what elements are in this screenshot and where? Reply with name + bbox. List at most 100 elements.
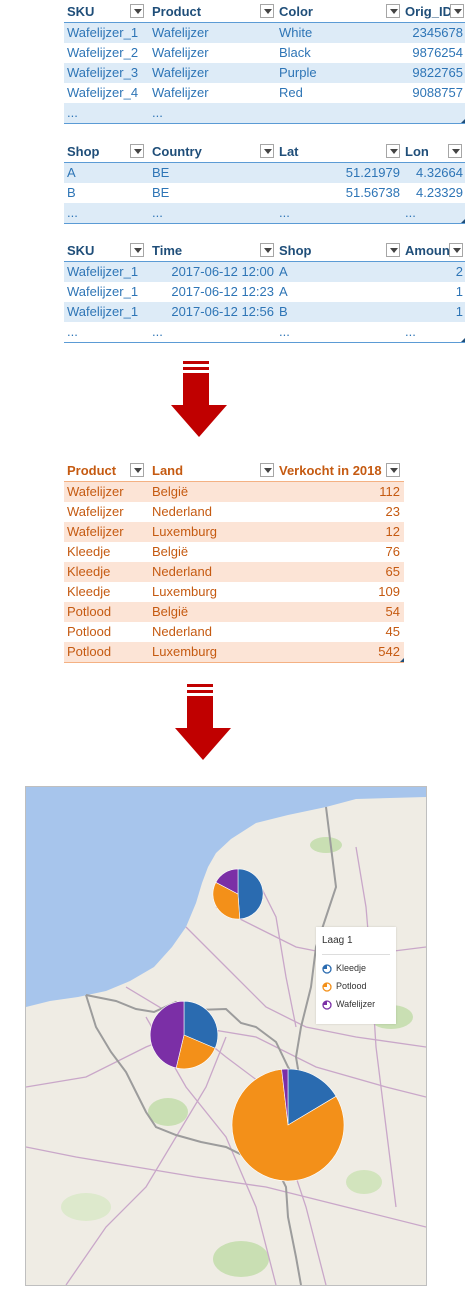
cell[interactable]: ...: [405, 205, 416, 220]
table-row[interactable]: Wafelijzer Nederland 23: [64, 502, 404, 522]
cell[interactable]: Purple: [279, 65, 317, 80]
cell[interactable]: 4.23329: [416, 185, 463, 200]
cell[interactable]: A: [279, 284, 288, 299]
cell[interactable]: 2345678: [412, 25, 463, 40]
cell[interactable]: BE: [152, 185, 170, 200]
cell[interactable]: Wafelijzer_4: [67, 85, 139, 100]
cell[interactable]: BE: [152, 165, 170, 180]
pie-luxemburg[interactable]: [231, 1068, 345, 1182]
cell[interactable]: A: [279, 264, 288, 279]
table-row[interactable]: Kleedje Nederland 65: [64, 562, 404, 582]
cell[interactable]: 76: [385, 544, 400, 559]
filter-dropdown-button[interactable]: [450, 4, 464, 18]
table-row[interactable]: Potlood België 54: [64, 602, 404, 622]
cell[interactable]: ...: [279, 205, 290, 220]
filter-dropdown-button[interactable]: [260, 144, 274, 158]
filter-dropdown-button[interactable]: [386, 463, 400, 477]
table-row[interactable]: ... ... ... ...: [64, 322, 465, 343]
cell[interactable]: ...: [152, 205, 163, 220]
cell[interactable]: 9088757: [412, 85, 463, 100]
map-visual[interactable]: Laag 1 Kleedje Potlood Wafelijzer: [25, 786, 427, 1286]
filter-dropdown-button[interactable]: [449, 243, 463, 257]
cell[interactable]: Luxemburg: [152, 644, 218, 659]
cell[interactable]: ...: [67, 205, 78, 220]
cell[interactable]: Wafelijzer: [152, 25, 209, 40]
legend-item-potlood[interactable]: Potlood: [322, 980, 367, 992]
table-resize-handle[interactable]: [461, 338, 465, 342]
cell[interactable]: Wafelijzer: [67, 484, 124, 499]
cell[interactable]: 1: [455, 284, 463, 299]
filter-dropdown-button[interactable]: [386, 144, 400, 158]
pie-slice-wafelijzer[interactable]: [215, 868, 239, 895]
cell[interactable]: Luxemburg: [152, 584, 218, 599]
pie-slice-potlood[interactable]: [175, 1034, 216, 1070]
cell[interactable]: 54: [385, 604, 400, 619]
cell[interactable]: 12: [385, 524, 400, 539]
cell[interactable]: 2017-06-12 12:23: [171, 284, 274, 299]
cell[interactable]: ...: [67, 105, 78, 120]
pie-slice-kleedje[interactable]: [287, 1068, 337, 1126]
filter-dropdown-button[interactable]: [260, 4, 274, 18]
cell[interactable]: Red: [279, 85, 303, 100]
cell[interactable]: Potlood: [67, 644, 112, 659]
cell[interactable]: B: [279, 304, 288, 319]
filter-dropdown-button[interactable]: [130, 243, 144, 257]
cell[interactable]: 51.56738: [345, 185, 400, 200]
cell[interactable]: Potlood: [67, 604, 112, 619]
legend-item-wafelijzer[interactable]: Wafelijzer: [322, 998, 375, 1010]
filter-dropdown-button[interactable]: [130, 144, 144, 158]
cell[interactable]: Wafelijzer: [67, 504, 124, 519]
cell[interactable]: Wafelijzer: [152, 45, 209, 60]
pie-slice-wafelijzer[interactable]: [281, 1068, 289, 1126]
table-row[interactable]: Wafelijzer_2 Wafelijzer Black 9876254: [64, 43, 465, 63]
cell[interactable]: Wafelijzer_1: [67, 264, 139, 279]
cell[interactable]: Wafelijzer: [152, 65, 209, 80]
cell[interactable]: Wafelijzer_2: [67, 45, 139, 60]
cell[interactable]: Kleedje: [67, 564, 111, 579]
cell[interactable]: Potlood: [67, 624, 112, 639]
table-row[interactable]: A BE 51.21979 4.32664: [64, 163, 465, 183]
filter-dropdown-button[interactable]: [130, 463, 144, 477]
filter-dropdown-button[interactable]: [448, 144, 462, 158]
cell[interactable]: Wafelijzer: [152, 85, 209, 100]
cell[interactable]: Wafelijzer: [67, 524, 124, 539]
cell[interactable]: ...: [405, 324, 416, 339]
cell[interactable]: Kleedje: [67, 544, 111, 559]
table-row[interactable]: Wafelijzer_1 2017-06-12 12:56 B 1: [64, 302, 465, 322]
cell[interactable]: 4.32664: [416, 165, 463, 180]
table-row[interactable]: Wafelijzer_1 2017-06-12 12:00 A 2: [64, 262, 465, 282]
cell[interactable]: 2017-06-12 12:00: [171, 264, 274, 279]
table-row[interactable]: B BE 51.56738 4.23329: [64, 183, 465, 203]
table-row[interactable]: Kleedje België 76: [64, 542, 404, 562]
filter-dropdown-button[interactable]: [260, 243, 274, 257]
pie-slice-kleedje[interactable]: [183, 1000, 219, 1049]
cell[interactable]: B: [67, 185, 76, 200]
cell[interactable]: 2017-06-12 12:56: [171, 304, 274, 319]
pie-belgië[interactable]: [149, 1000, 219, 1070]
table-row[interactable]: Wafelijzer_4 Wafelijzer Red 9088757: [64, 83, 465, 103]
filter-dropdown-button[interactable]: [130, 4, 144, 18]
cell[interactable]: 2: [455, 264, 463, 279]
cell[interactable]: Wafelijzer_1: [67, 284, 139, 299]
cell[interactable]: ...: [152, 105, 163, 120]
cell[interactable]: ...: [279, 324, 290, 339]
table-row[interactable]: Wafelijzer_1 2017-06-12 12:23 A 1: [64, 282, 465, 302]
cell[interactable]: 1: [455, 304, 463, 319]
table-row[interactable]: Wafelijzer_1 Wafelijzer White 2345678: [64, 23, 465, 43]
cell[interactable]: Kleedje: [67, 584, 111, 599]
cell[interactable]: Wafelijzer_1: [67, 304, 139, 319]
cell[interactable]: België: [152, 544, 189, 559]
cell[interactable]: White: [279, 25, 313, 40]
cell[interactable]: 542: [378, 644, 400, 659]
cell[interactable]: Wafelijzer_3: [67, 65, 139, 80]
pie-slice-kleedje[interactable]: [237, 868, 264, 920]
table-row[interactable]: Wafelijzer_3 Wafelijzer Purple 9822765: [64, 63, 465, 83]
filter-dropdown-button[interactable]: [386, 243, 400, 257]
table-resize-handle[interactable]: [400, 658, 404, 662]
table-row[interactable]: Wafelijzer België 112: [64, 482, 404, 502]
cell[interactable]: 45: [385, 624, 400, 639]
table-row[interactable]: Kleedje Luxemburg 109: [64, 582, 404, 602]
cell[interactable]: Luxemburg: [152, 524, 218, 539]
table-row[interactable]: ... ... ... ...: [64, 203, 465, 224]
filter-dropdown-button[interactable]: [386, 4, 400, 18]
